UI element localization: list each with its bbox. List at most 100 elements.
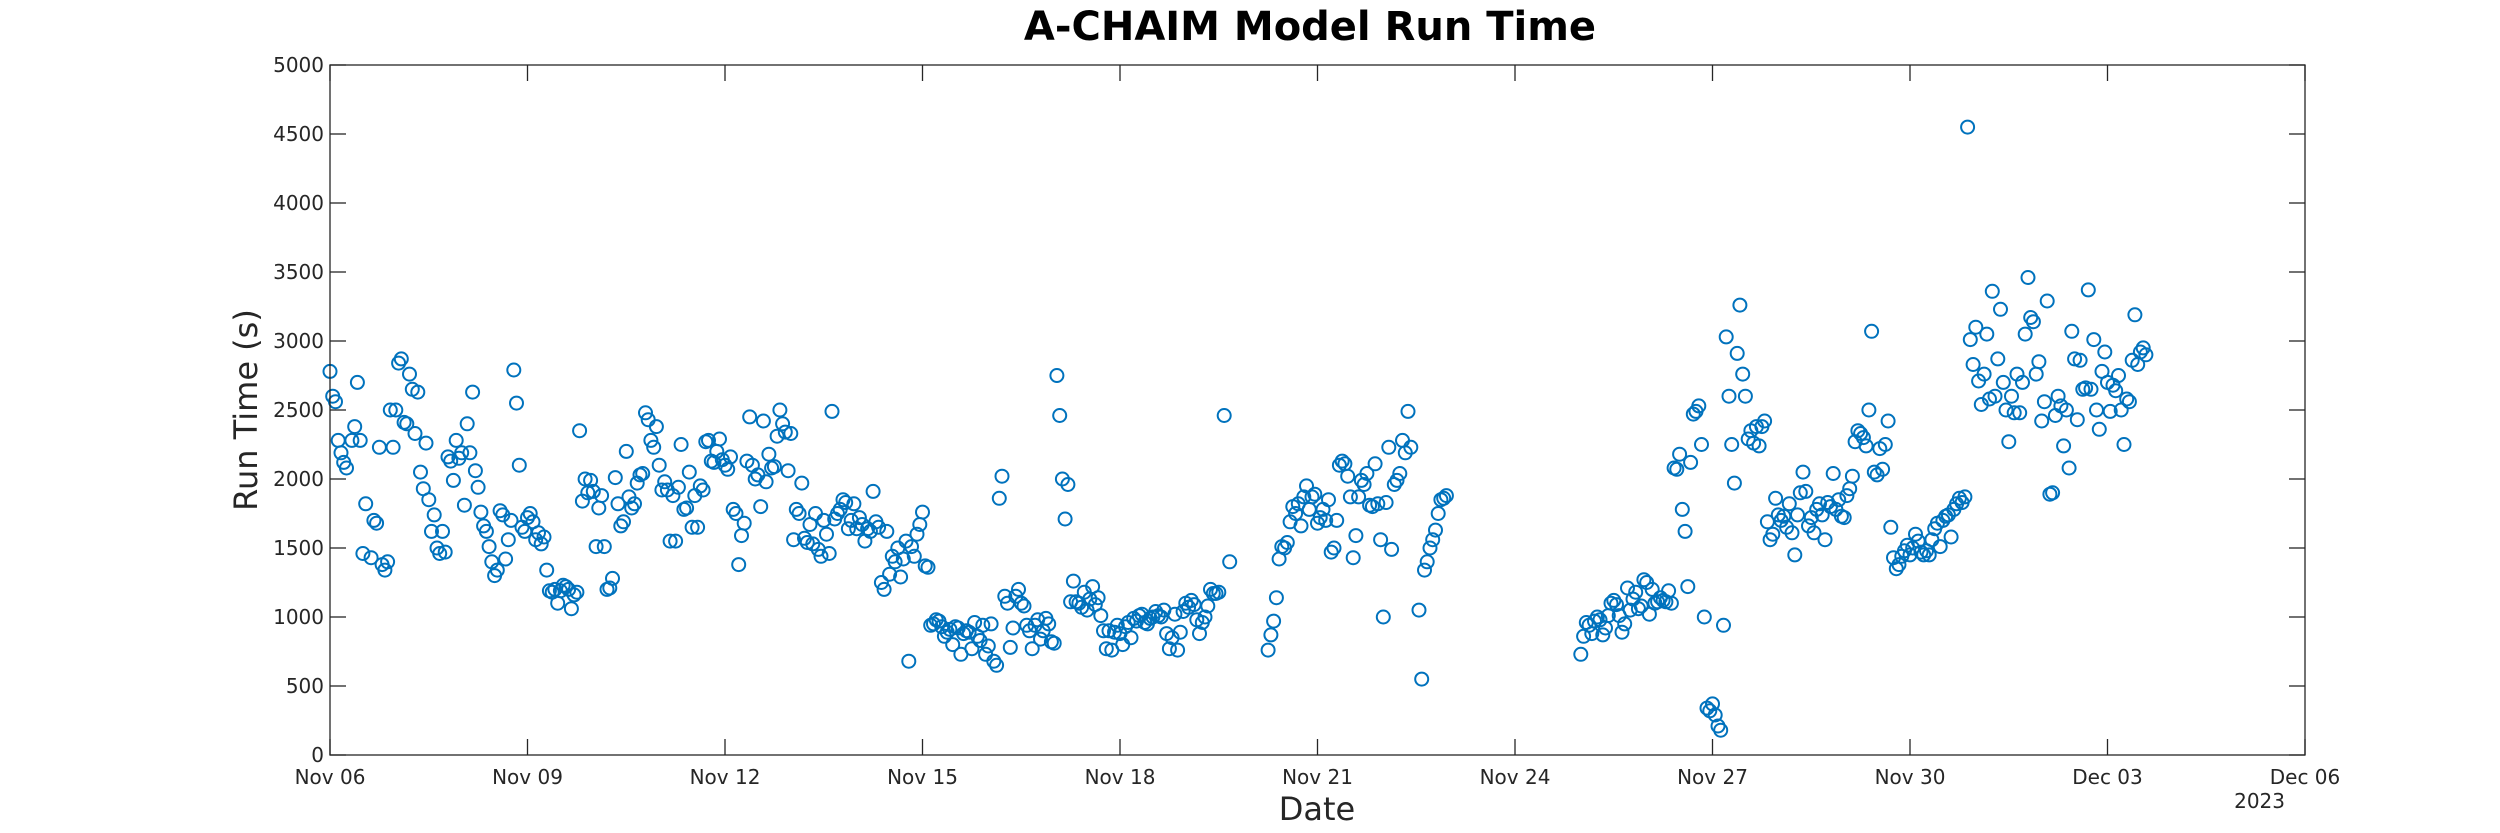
data-point	[1002, 639, 1018, 655]
data-point	[2061, 460, 2077, 476]
data-point	[1984, 283, 2000, 299]
data-point	[1093, 608, 1109, 624]
data-point	[1658, 594, 1674, 610]
data-point	[399, 416, 415, 432]
data-point	[840, 521, 856, 537]
data-point	[2056, 438, 2072, 454]
data-point	[481, 539, 497, 555]
y-tick-label: 1000	[273, 605, 324, 629]
data-point	[1864, 323, 1880, 339]
data-point	[1403, 439, 1419, 455]
data-point	[1016, 598, 1032, 614]
data-point	[2127, 307, 2143, 323]
data-point	[1326, 540, 1342, 556]
data-point	[1384, 541, 1400, 557]
data-point	[994, 468, 1010, 484]
data-point	[2089, 402, 2104, 418]
data-point	[873, 575, 889, 590]
data-point	[509, 395, 524, 411]
data-point	[1721, 388, 1737, 404]
data-point	[1792, 485, 1808, 501]
data-point	[432, 546, 448, 561]
data-point	[1573, 646, 1589, 662]
data-point	[1211, 584, 1227, 600]
data-point	[1041, 616, 1057, 632]
data-point	[989, 657, 1005, 673]
data-point	[1795, 464, 1811, 480]
data-point	[627, 496, 642, 512]
data-point	[1866, 464, 1882, 480]
data-point	[445, 472, 461, 488]
data-point	[1633, 598, 1649, 614]
data-point	[777, 424, 793, 440]
data-point	[2004, 388, 2019, 404]
data-point	[1669, 461, 1685, 477]
y-tick-label: 2500	[273, 398, 324, 422]
data-point	[465, 384, 481, 400]
data-point	[1875, 461, 1891, 477]
data-point	[901, 653, 917, 669]
data-point	[761, 446, 777, 462]
data-point	[657, 474, 673, 490]
data-point	[1680, 579, 1696, 595]
data-point	[1757, 413, 1773, 429]
data-point	[1197, 609, 1213, 625]
data-point	[967, 615, 983, 630]
data-point	[380, 554, 396, 570]
data-point	[799, 535, 815, 550]
data-point	[1765, 526, 1781, 542]
data-point	[1713, 722, 1729, 738]
data-point	[915, 504, 930, 520]
data-point	[1005, 620, 1021, 636]
data-point	[369, 515, 385, 531]
data-point	[333, 445, 349, 461]
data-point	[893, 569, 909, 585]
x-tick-label: Nov 09	[492, 765, 563, 789]
data-point	[1694, 437, 1709, 452]
data-point	[1329, 512, 1345, 528]
data-point	[500, 532, 516, 548]
data-point	[533, 536, 549, 552]
data-point	[1389, 472, 1405, 488]
data-point	[349, 374, 365, 390]
y-tick-label: 1500	[273, 536, 324, 560]
data-point	[673, 437, 689, 452]
data-point	[1065, 573, 1081, 589]
data-point	[1806, 525, 1822, 541]
data-point	[467, 463, 483, 479]
data-point	[1192, 626, 1207, 642]
data-point	[882, 566, 898, 582]
data-point	[1268, 590, 1284, 606]
data-point	[906, 548, 922, 564]
data-point	[2119, 391, 2135, 407]
data-point	[1683, 454, 1699, 470]
data-point	[1735, 366, 1751, 382]
data-point	[371, 439, 387, 455]
data-point	[684, 519, 700, 535]
data-point	[1260, 642, 1276, 658]
data-point	[2001, 434, 2017, 450]
x-axis-ticks: Nov 06 Nov 09 Nov 12 Nov 15 Nov 18 Nov 21 Nov …	[295, 65, 2340, 789]
data-point	[1411, 602, 1427, 618]
data-point	[887, 554, 903, 570]
data-point	[734, 528, 749, 544]
data-point	[2036, 394, 2052, 410]
data-point	[1375, 609, 1391, 625]
data-point	[1998, 402, 2014, 418]
data-point	[1392, 466, 1408, 481]
data-point	[1430, 506, 1446, 521]
data-point	[328, 394, 343, 410]
data-point	[1825, 466, 1841, 481]
data-point	[1716, 617, 1731, 633]
data-point	[1153, 609, 1169, 625]
data-point	[393, 351, 409, 367]
y-axis-ticks: 0 500 1000 1500 2000 2500 3000 3500 4000 4500 5000	[273, 53, 2305, 767]
data-point	[2020, 270, 2036, 285]
data-point	[816, 512, 832, 528]
data-point	[522, 506, 538, 521]
x-tick-label: Nov 27	[1677, 765, 1748, 789]
data-point	[1751, 438, 1767, 454]
data-point	[945, 637, 961, 653]
data-point	[511, 457, 527, 473]
